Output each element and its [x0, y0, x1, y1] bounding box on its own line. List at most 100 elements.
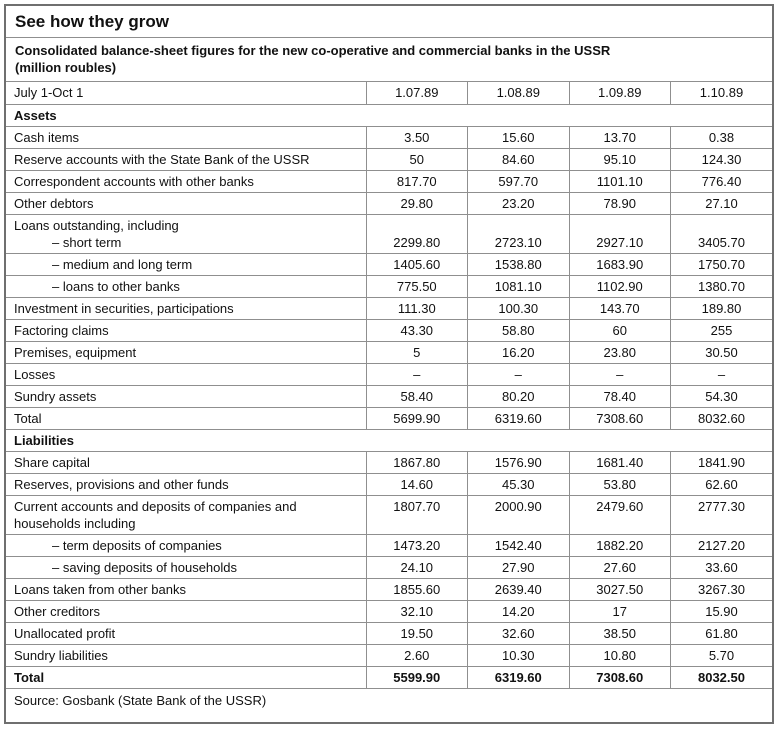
row-label: Loans outstanding, including – short term [6, 213, 367, 254]
table-row: – loans to other banks 775.50 1081.10 1102.… [6, 274, 772, 298]
value-cell: 1542.40 [467, 533, 570, 557]
value-cell: 1538.80 [467, 252, 570, 276]
value-cell: 1576.90 [467, 450, 570, 474]
value-cell: 30.50 [669, 340, 772, 364]
value-cell: 38.50 [568, 621, 671, 645]
value-cell: 2.60 [365, 643, 469, 667]
value-cell: 95.10 [568, 147, 671, 171]
value-cell: 3267.30 [669, 577, 772, 601]
balance-sheet-table: July 1-Oct 1 1.07.89 1.08.89 1.09.89 1.1… [6, 82, 772, 713]
value-cell: 78.40 [568, 384, 671, 408]
value-cell: 60 [568, 318, 671, 342]
value-cell: 2000.90 [467, 494, 570, 535]
source-note: Source: Gosbank (State Bank of the USSR) [6, 687, 772, 713]
value-cell: 10.80 [568, 643, 671, 667]
table-row: Current accounts and deposits of compani… [6, 494, 772, 535]
value-cell: 775.50 [365, 274, 469, 298]
table-row: Share capital 1867.80 1576.90 1681.40 1841.9… [6, 450, 772, 474]
value-cell: 5 [365, 340, 469, 364]
row-label-line-1: Loans outstanding, including [14, 217, 179, 233]
value-cell: 13.70 [568, 125, 671, 149]
row-label: Sundry assets [6, 384, 367, 408]
table-row: Loans taken from other banks 1855.60 2639.… [6, 577, 772, 601]
table-header-row: July 1-Oct 1 1.07.89 1.08.89 1.09.89 1.1… [6, 82, 772, 105]
value-cell: – [365, 362, 469, 386]
row-label: Other creditors [6, 599, 367, 623]
value-cell: 1102.90 [568, 274, 671, 298]
row-label: Reserve accounts with the State Bank of … [6, 147, 367, 171]
value-cell: 1882.20 [568, 533, 671, 557]
row-label: Loans taken from other banks [6, 577, 367, 601]
table-row: Cash items 3.50 15.60 13.70 0.38 [6, 125, 772, 149]
value-cell: 2777.30 [669, 494, 772, 535]
table-row: Investment in securities, participations… [6, 296, 772, 320]
value-cell: 1867.80 [365, 450, 469, 474]
table-row: Other debtors 29.80 23.20 78.90 27.10 [6, 191, 772, 215]
table-row: Total 5599.90 6319.60 7308.60 8032.50 [6, 665, 772, 689]
value-cell: 53.80 [568, 472, 671, 496]
table-row: Premises, equipment 5 16.20 23.80 30.50 [6, 340, 772, 364]
value-cell: 50 [365, 147, 469, 171]
value-cell: 19.50 [365, 621, 469, 645]
value-cell: 1841.90 [669, 450, 772, 474]
value-cell: 1683.90 [568, 252, 671, 276]
section-label: Liabilities [6, 428, 772, 452]
value-cell: 1855.60 [365, 577, 469, 601]
value-cell: 27.10 [669, 191, 772, 215]
value-cell: 10.30 [467, 643, 570, 667]
table-frame: See how they grow Consolidated balance-s… [4, 4, 774, 724]
value-cell: 14.20 [467, 599, 570, 623]
value-cell: 1081.10 [467, 274, 570, 298]
value-cell: 2723.10 [467, 213, 570, 254]
value-cell: 143.70 [568, 296, 671, 320]
row-label: – medium and long term [6, 252, 367, 276]
value-cell: 3.50 [365, 125, 469, 149]
value-cell: 124.30 [669, 147, 772, 171]
value-cell: 8032.60 [669, 406, 772, 430]
value-cell: 6319.60 [467, 406, 570, 430]
value-cell: 2479.60 [568, 494, 671, 535]
table-row: Loans outstanding, including – short term… [6, 213, 772, 254]
value-cell: 45.30 [467, 472, 570, 496]
value-cell: 58.80 [467, 318, 570, 342]
value-cell: 27.90 [467, 555, 570, 579]
value-cell: 1807.70 [365, 494, 469, 535]
table-row: Other creditors 32.10 14.20 17 15.90 [6, 599, 772, 623]
value-cell: 84.60 [467, 147, 570, 171]
table-row: – medium and long term 1405.60 1538.80 1683… [6, 252, 772, 276]
row-label: Total [6, 665, 367, 689]
value-cell: 597.70 [467, 169, 570, 193]
value-cell: 1473.20 [365, 533, 469, 557]
value-cell: 58.40 [365, 384, 469, 408]
row-label: Unallocated profit [6, 621, 367, 645]
value-cell: 189.80 [669, 296, 772, 320]
table-row: Reserve accounts with the State Bank of … [6, 147, 772, 171]
value-cell: 2639.40 [467, 577, 570, 601]
value-cell: 8032.50 [669, 665, 772, 689]
table-row: – saving deposits of households 24.10 27.9… [6, 555, 772, 579]
value-cell: 1681.40 [568, 450, 671, 474]
row-label: Sundry liabilities [6, 643, 367, 667]
row-label: Total [6, 406, 367, 430]
value-cell: – [568, 362, 671, 386]
row-label: Correspondent accounts with other banks [6, 169, 367, 193]
table-row: Unallocated profit 19.50 32.60 38.50 61.80 [6, 621, 772, 645]
table-row: Reserves, provisions and other funds 14.6… [6, 472, 772, 496]
table-row: Sundry assets 58.40 80.20 78.40 54.30 [6, 384, 772, 408]
value-cell: 17 [568, 599, 671, 623]
section-header-row: Liabilities [6, 428, 772, 452]
section-header-row: Assets [6, 103, 772, 127]
value-cell: 23.80 [568, 340, 671, 364]
row-label: Reserves, provisions and other funds [6, 472, 367, 496]
value-cell: 817.70 [365, 169, 469, 193]
value-cell: 776.40 [669, 169, 772, 193]
value-cell: 0.38 [669, 125, 772, 149]
table-row: Factoring claims 43.30 58.80 60 255 [6, 318, 772, 342]
value-cell: 1101.10 [568, 169, 671, 193]
row-label: Losses [6, 362, 367, 386]
column-header-period: July 1-Oct 1 [6, 82, 367, 105]
value-cell: – [467, 362, 570, 386]
column-header-date-4: 1.10.89 [669, 82, 772, 105]
value-cell: 2299.80 [365, 213, 469, 254]
table-row: Sundry liabilities 2.60 10.30 10.80 5.70 [6, 643, 772, 667]
